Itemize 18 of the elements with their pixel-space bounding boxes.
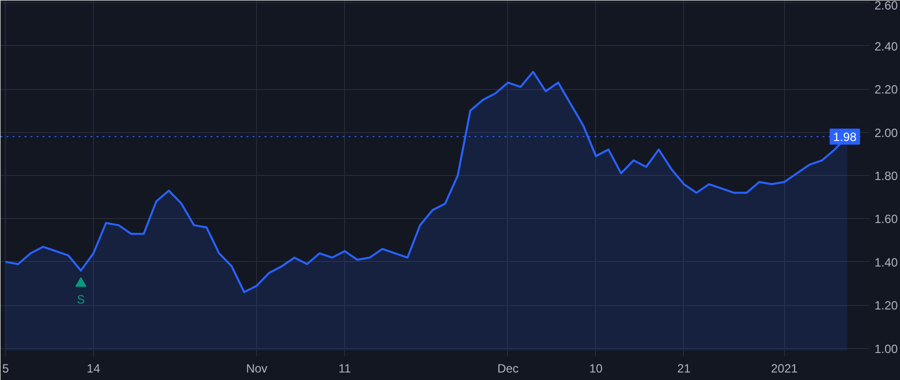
y-tick-label: 2.60 xyxy=(874,0,898,12)
y-tick-label: 2.20 xyxy=(874,82,898,97)
y-tick-label: 1.40 xyxy=(874,255,898,270)
y-tick-label: 2.40 xyxy=(874,39,898,54)
y-tick-label: 1.60 xyxy=(874,212,898,226)
series-label: S xyxy=(76,292,85,307)
x-tick-label: Dec xyxy=(497,362,519,376)
x-tick-label: 21 xyxy=(677,362,691,376)
x-tick-label: 10 xyxy=(589,362,603,376)
y-tick-label: 1.00 xyxy=(874,342,898,356)
x-tick-label: 14 xyxy=(86,362,100,376)
x-tick-label: 5 xyxy=(2,362,10,376)
x-tick-label: Nov xyxy=(246,362,268,376)
y-tick-label: 1.20 xyxy=(874,298,898,313)
y-tick-label: 2.00 xyxy=(874,126,898,140)
y-tick-label: 1.80 xyxy=(874,169,898,183)
x-tick-label: 2021 xyxy=(771,362,798,376)
x-tick-label: 11 xyxy=(338,362,352,376)
